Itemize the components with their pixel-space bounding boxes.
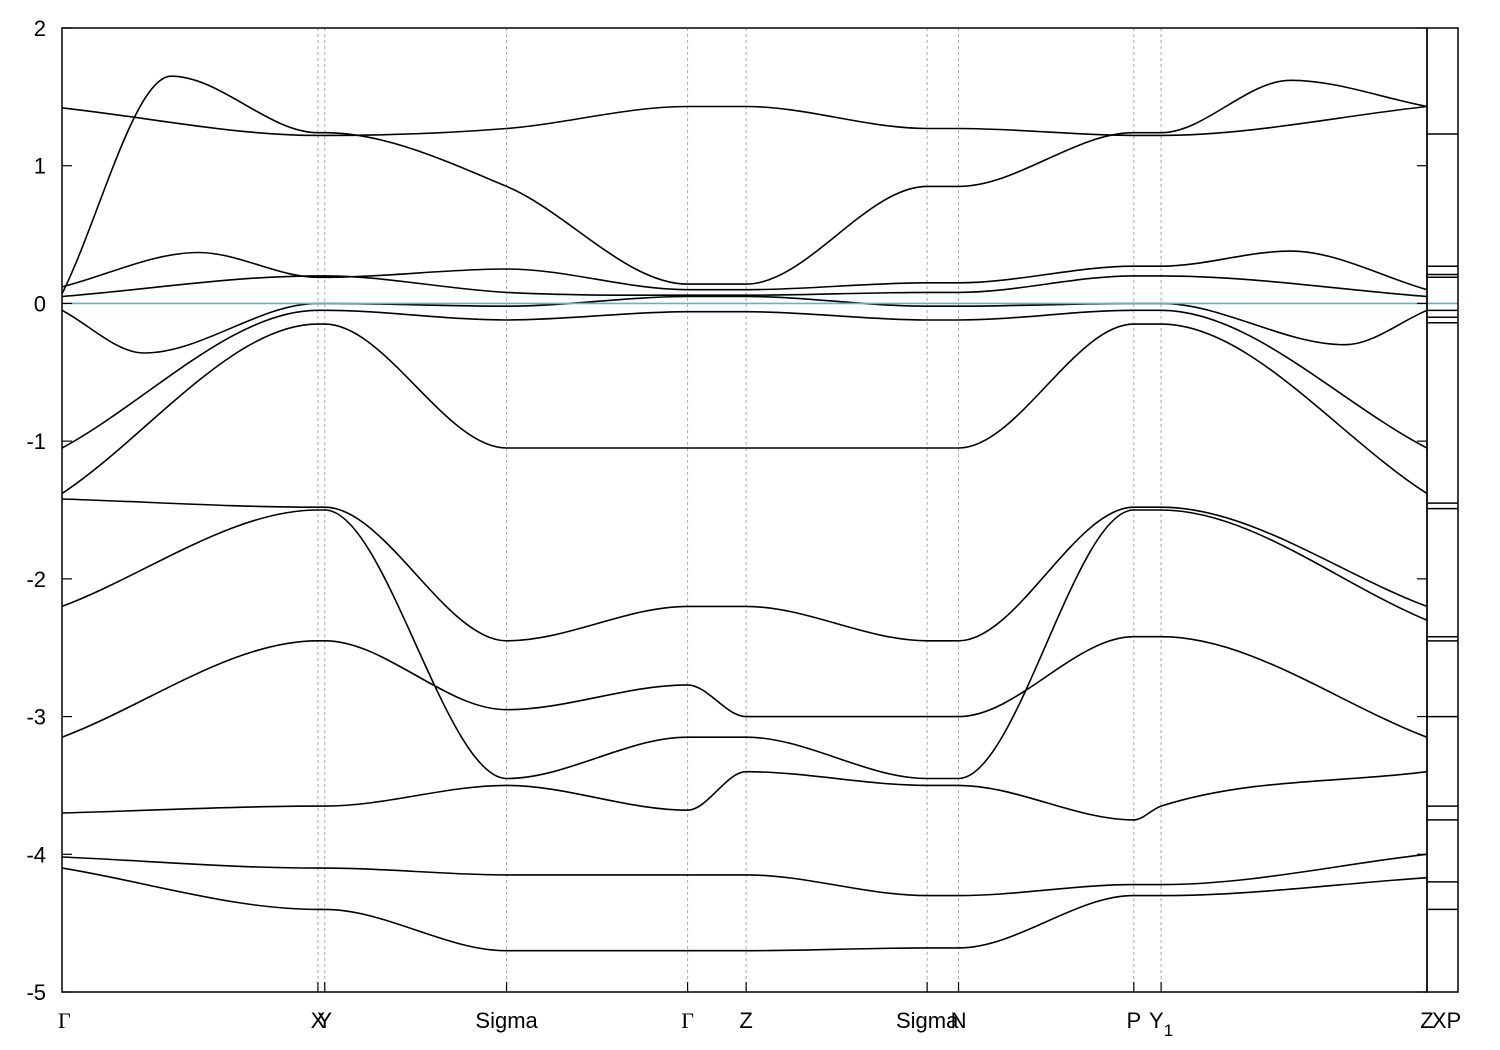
band-4 [62,275,1427,298]
xtick-label-10: Z [1420,1008,1433,1033]
band-13 [62,867,1427,952]
main-frame [61,27,1428,993]
ytick-label: -5 [26,980,46,1005]
xtick-label-0: Γ [58,1008,71,1033]
xtick-label-8: P [1126,1008,1141,1033]
ytick-label: 0 [34,291,46,316]
ytick-label: -4 [26,842,46,867]
xtick-label-7: N [951,1008,967,1033]
band-11 [62,770,1427,821]
ytick-label: -1 [26,429,46,454]
plot-frames [61,27,1459,993]
xtick-label-11: XP [1432,1008,1461,1033]
band-8 [62,498,1427,642]
ytick-label: 1 [34,154,46,179]
xtick-label-4: Γ [681,1008,694,1033]
xtick-label-9: Y1 [1149,1008,1173,1040]
side-panel-levels [1427,133,1458,911]
band-6 [62,309,1427,449]
band-2 [62,75,1427,295]
xtick-label-3: Sigma [475,1008,538,1033]
xtick-label-5: Z [739,1008,752,1033]
band-lines [62,75,1427,952]
symmetry-gridlines [317,28,1162,992]
ytick-label: 2 [34,16,46,41]
band-12 [62,853,1427,897]
xtick-label-6: Sigma [896,1008,959,1033]
band-3 [62,250,1427,291]
y-axis-ticks: -5 -4 -3 -2 -1 0 1 2 [26,16,1427,1005]
ytick-label: -3 [26,705,46,730]
ytick-label: -2 [26,567,46,592]
band-9 [62,509,1427,780]
side-frame [1426,27,1459,993]
band-10 [62,635,1427,738]
xtick-label-2: Y [317,1008,332,1033]
band-1 [62,105,1427,137]
band-5 [62,295,1427,354]
xtick-label-1: X [311,1008,326,1033]
band-7 [62,323,1427,495]
